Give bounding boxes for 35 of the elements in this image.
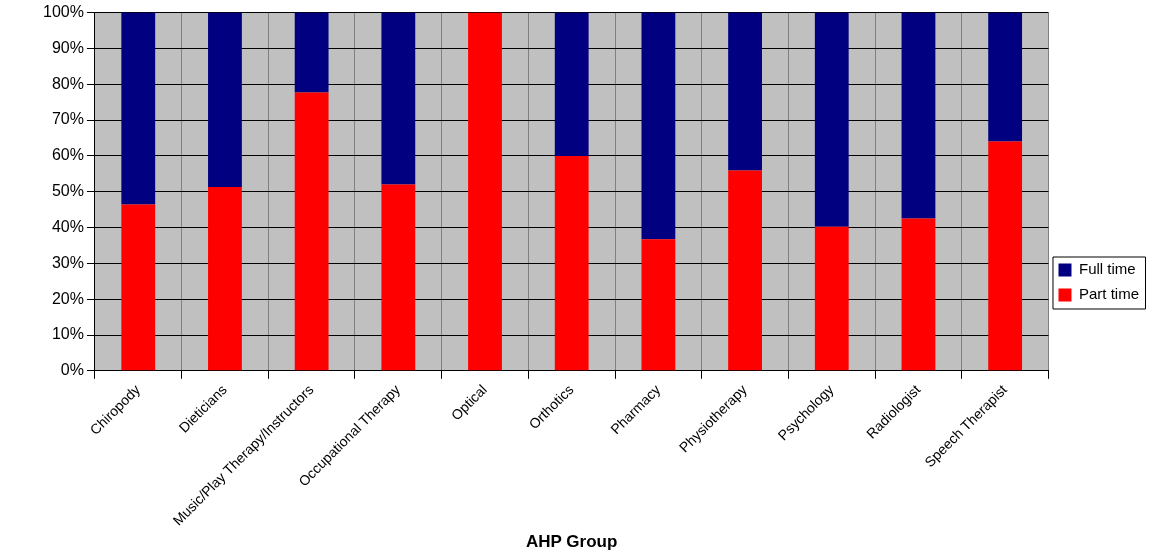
bar: [814, 226, 849, 371]
bar: [294, 12, 329, 93]
y-tick-label: 10%: [51, 325, 84, 343]
bar: [208, 12, 242, 188]
y-tick-label: 70%: [51, 110, 84, 128]
bar: [381, 184, 416, 371]
bar: [728, 12, 762, 171]
bar: [988, 12, 1023, 142]
y-tick-label: 20%: [51, 289, 84, 307]
bar: [901, 218, 936, 371]
bar: [988, 141, 1023, 371]
y-tick-label: 30%: [51, 253, 84, 271]
bar: [294, 92, 329, 371]
bar: [468, 12, 502, 371]
y-tick-label: 50%: [51, 182, 84, 200]
bar: [121, 12, 156, 205]
bar: [641, 12, 676, 240]
bar: [641, 239, 676, 371]
legend-label: Full time: [1078, 260, 1136, 278]
y-tick-label: 40%: [51, 217, 84, 235]
x-axis-title: AHP Group: [526, 532, 618, 552]
y-tick-label: 100%: [43, 3, 84, 21]
y-tick-label: 80%: [51, 74, 84, 92]
legend-label: Part time: [1078, 285, 1139, 303]
y-tick-label: 60%: [51, 146, 84, 164]
bar: [121, 204, 156, 371]
bar: [208, 187, 242, 371]
bar: [381, 12, 416, 185]
y-tick-label: 0%: [60, 361, 84, 379]
bar: [728, 170, 762, 371]
bar: [901, 12, 936, 219]
y-tick-label: 90%: [51, 38, 84, 56]
bar: [814, 12, 849, 227]
bar: [554, 12, 589, 156]
bar: [554, 155, 589, 371]
